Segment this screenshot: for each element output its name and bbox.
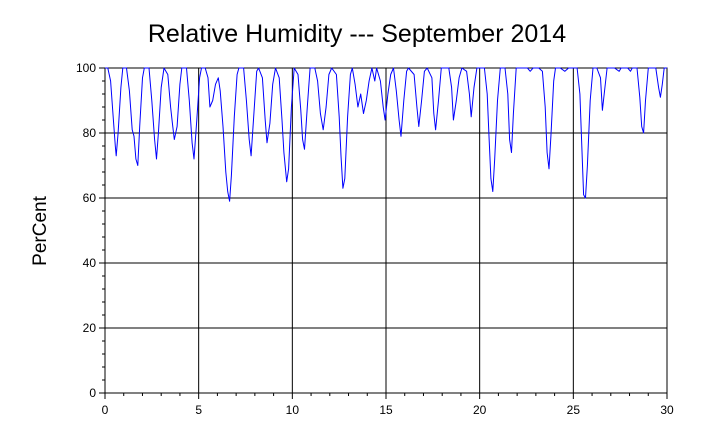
minor-ticks: [99, 67, 668, 399]
y-tick-labels: 0 20 40 60 80 100: [76, 61, 96, 400]
x-tick-label-0: 0: [102, 403, 109, 417]
grid-lines: [105, 68, 667, 393]
y-tick-label-0: 0: [89, 386, 96, 400]
x-tick-label-10: 10: [286, 403, 300, 417]
y-tick-label-80: 80: [83, 126, 97, 140]
y-axis-label: PerCent: [30, 195, 51, 265]
y-tick-label-60: 60: [83, 191, 97, 205]
x-tick-labels: 0 5 10 15 20 25 30: [102, 403, 674, 417]
y-tick-label-20: 20: [83, 321, 97, 335]
x-tick-label-25: 25: [567, 403, 581, 417]
series-layer: [105, 67, 667, 202]
x-tick-label-30: 30: [660, 403, 674, 417]
humidity-series-line: [105, 67, 667, 202]
y-tick-label-100: 100: [76, 61, 96, 75]
x-tick-label-15: 15: [379, 403, 393, 417]
x-tick-label-20: 20: [473, 403, 487, 417]
x-tick-label-5: 5: [195, 403, 202, 417]
y-tick-label-40: 40: [83, 256, 97, 270]
chart-title: Relative Humidity --- September 2014: [148, 20, 566, 48]
